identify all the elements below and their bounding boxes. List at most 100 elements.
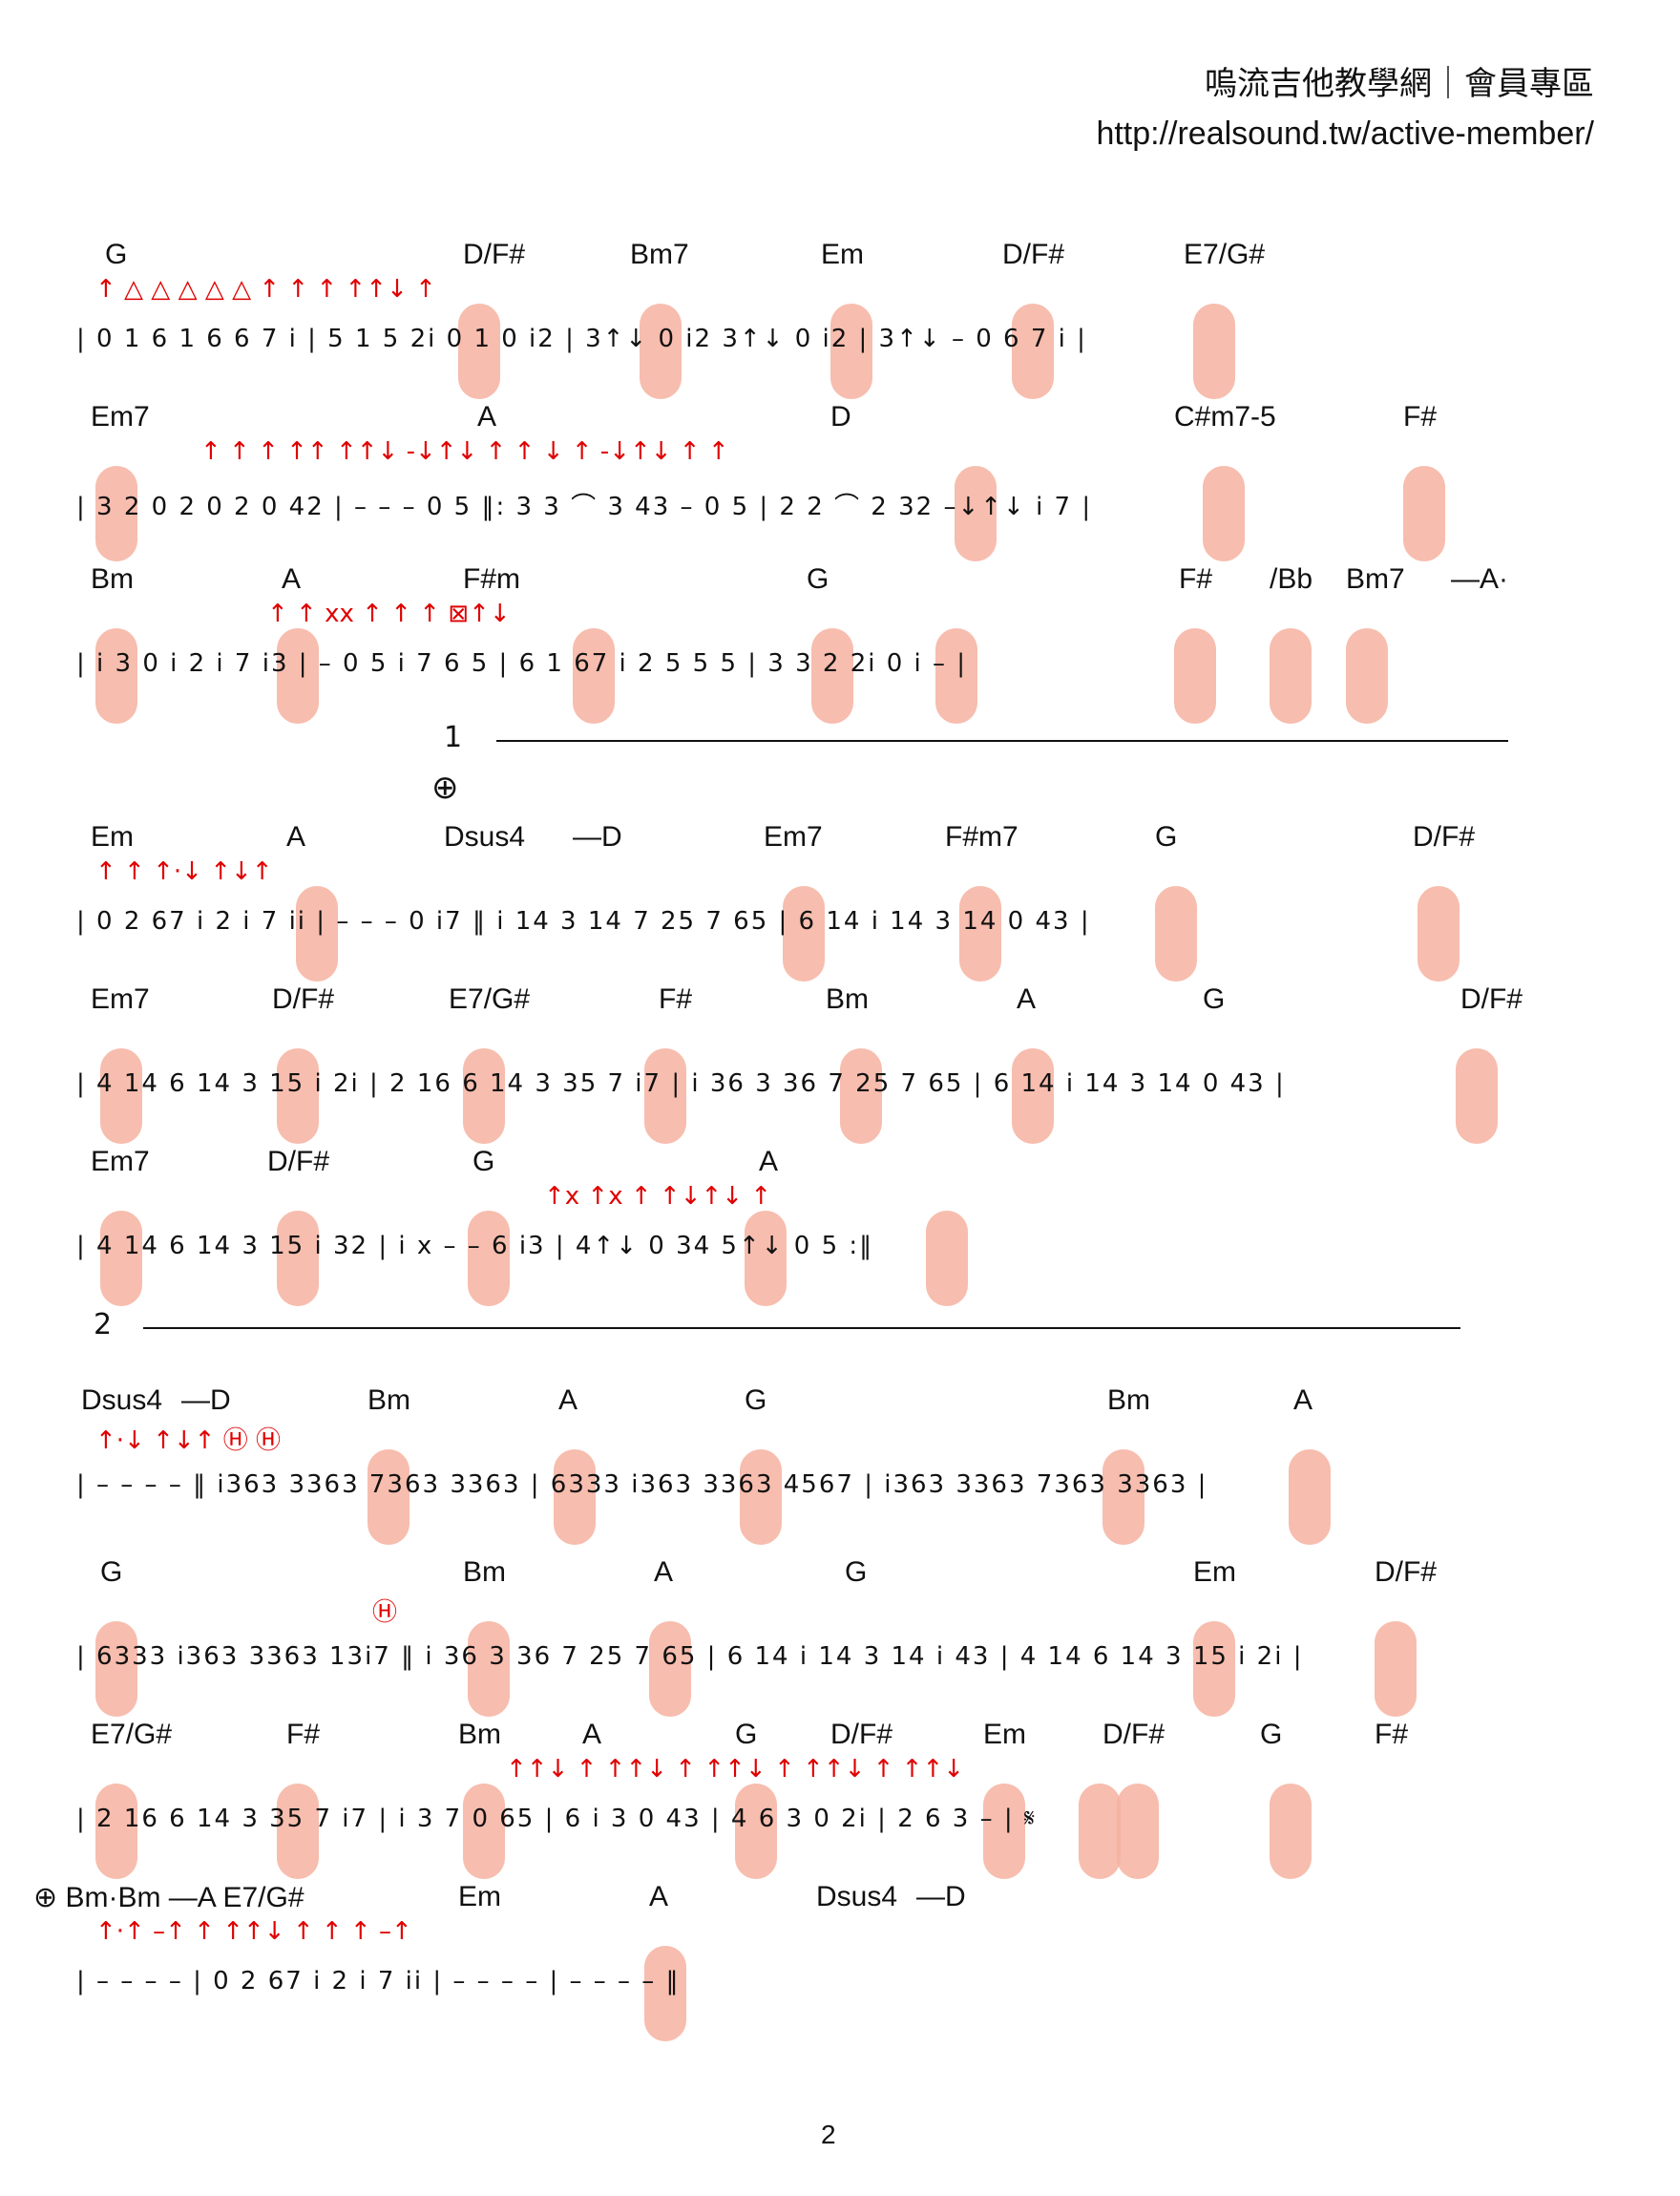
chord-symbol: A xyxy=(582,1719,602,1750)
highlight-marker xyxy=(277,1048,319,1144)
notation-row: ↑ △ △ △ △ △ ↑ ↑ ↑ ↑↑↓ ↑ | 0 1 6 1 6 6 7 … xyxy=(76,275,1604,399)
chord-symbol: D/F# xyxy=(1102,1719,1166,1750)
jianpu-notes: | 4 14 6 14 3 15 i 2i | 2 16 6 14 3 35 7… xyxy=(76,1069,1286,1098)
header-title: 嗚流吉他教學網｜會員專區 xyxy=(1205,65,1594,103)
staff-system: G Bm A G Em D/F# Ⓗ | 6333 i363 3363 13i7… xyxy=(76,1556,1604,1717)
strum-arrows: ↑ ↑ ↑·↓ ↑↓↑ xyxy=(95,857,273,886)
staff-system: ⊕ Bm·Bm —A E7/G# Em A Dsus4 —D ↑·↑ –↑ ↑ … xyxy=(33,1881,1604,2041)
highlight-marker xyxy=(1289,1449,1331,1545)
highlight-marker xyxy=(463,1784,505,1879)
chord-symbol: D/F# xyxy=(1375,1556,1438,1588)
chord-symbol: Dsus4 xyxy=(816,1881,898,1912)
notation-row: ↑ ↑ ↑ ↑↑ ↑↑↓ -↓↑↓ ↑ ↑ ↓ ↑ -↓↑↓ ↑ ↑ | 3 2… xyxy=(76,437,1604,561)
chord-symbol: G xyxy=(1155,821,1178,853)
chord-symbol: Bm xyxy=(368,1384,410,1416)
notation-row: ↑ ↑ ↑·↓ ↑↓↑ | 0 2 67 i 2 i 7 ii | – – – … xyxy=(76,857,1604,982)
highlight-marker xyxy=(1375,1621,1417,1717)
chord-row: G Bm A G Em D/F# xyxy=(76,1556,1604,1594)
chord-symbol: Em xyxy=(821,239,864,270)
highlight-marker xyxy=(735,1784,777,1879)
highlight-marker xyxy=(830,304,872,399)
jianpu-notes: | 2 16 6 14 3 35 7 i7 | i 3 7 0 65 | 6 i… xyxy=(76,1805,1038,1833)
highlight-marker xyxy=(95,1621,137,1717)
chord-row: E7/G# F# Bm A G D/F# Em D/F# G F# xyxy=(76,1719,1604,1757)
chord-symbol: /Bb xyxy=(1270,563,1313,595)
staff-system: Dsus4 —D Bm A G Bm A ↑·↓ ↑↓↑ Ⓗ Ⓗ | – – –… xyxy=(76,1384,1604,1545)
jianpu-notes: | i 3 0 i 2 i 7 i3 | – 0 5 i 7 6 5 | 6 1… xyxy=(76,649,968,678)
header-url[interactable]: http://realsound.tw/active-member/ xyxy=(1096,116,1594,152)
highlight-marker xyxy=(1270,628,1312,724)
notation-row: ↑x ↑x ↑ ↑↓↑↓ ↑ | 4 14 6 14 3 15 i 32 | i… xyxy=(76,1182,1604,1306)
chord-row: Em7 A D C#m7-5 F# xyxy=(76,401,1604,439)
chord-symbol: D/F# xyxy=(1002,239,1065,270)
chord-symbol: F# xyxy=(659,983,693,1015)
notation-row: ↑·↑ –↑ ↑ ↑↑↓ ↑ ↑ ↑ –↑ | – – – – | 0 2 67… xyxy=(76,1917,1604,2041)
highlight-marker xyxy=(644,1946,686,2041)
chord-symbol: Em xyxy=(1193,1556,1236,1588)
chord-symbol: G xyxy=(472,1146,495,1177)
highlight-marker xyxy=(745,1211,787,1306)
highlight-marker xyxy=(468,1621,510,1717)
highlight-marker xyxy=(573,628,615,724)
chord-symbol: G xyxy=(807,563,830,595)
highlight-marker xyxy=(1346,628,1388,724)
chord-symbol: A xyxy=(759,1146,779,1177)
chord-symbol: Bm xyxy=(1107,1384,1150,1416)
chord-symbol: Bm xyxy=(458,1719,501,1750)
ending-2-line xyxy=(143,1327,1460,1329)
chord-symbol: D/F# xyxy=(830,1719,893,1750)
chord-symbol: D/F# xyxy=(1460,983,1523,1015)
highlight-marker xyxy=(1117,1784,1159,1879)
chord-symbol: Bm7 xyxy=(630,239,689,270)
chord-symbol: F# xyxy=(286,1719,321,1750)
chord-symbol: F# xyxy=(1179,563,1213,595)
chord-symbol: G xyxy=(100,1556,123,1588)
page-header: 嗚流吉他教學網｜會員專區 http://realsound.tw/active-… xyxy=(1096,59,1594,158)
jianpu-notes: | – – – – ‖ i363 3363 7363 3363 | 6333 i… xyxy=(76,1470,1208,1499)
highlight-marker xyxy=(1174,628,1216,724)
notation-row: Ⓗ | 6333 i363 3363 13i7 ‖ i 36 3 36 7 25… xyxy=(76,1598,1604,1717)
chord-row: Em A Dsus4 —D Em7 F#m7 G D/F# xyxy=(76,821,1604,859)
highlight-marker xyxy=(740,1449,782,1545)
notation-row: | 4 14 6 14 3 15 i 2i | 2 16 6 14 3 35 7… xyxy=(76,1048,1604,1144)
chord-symbol: A xyxy=(282,563,302,595)
highlight-marker xyxy=(368,1449,410,1545)
chord-symbol: —D xyxy=(573,821,622,853)
highlight-marker xyxy=(1079,1784,1121,1879)
chord-symbol: ⊕ Bm·Bm —A E7/G# xyxy=(33,1882,304,1913)
chord-symbol: D/F# xyxy=(1413,821,1476,853)
chord-symbol: Bm xyxy=(826,983,869,1015)
highlight-marker xyxy=(1155,886,1197,982)
highlight-marker xyxy=(983,1784,1025,1879)
chord-symbol: F# xyxy=(1375,1719,1409,1750)
jianpu-notes: | 3 2 0 2 0 2 0 42 | – – – 0 5 ‖: 3 3 ⌒ … xyxy=(76,493,1093,521)
chord-symbol: E7/G# xyxy=(91,1719,173,1750)
strum-arrows: ↑ ↑ xx ↑ ↑ ↑ ⊠↑↓ xyxy=(267,600,511,628)
ending-1-label: 1 xyxy=(444,721,463,754)
chord-symbol: D/F# xyxy=(272,983,335,1015)
chord-row: G D/F# Bm7 Em D/F# E7/G# xyxy=(76,239,1604,277)
highlight-marker xyxy=(296,886,338,982)
chord-symbol: G xyxy=(105,239,128,270)
chord-symbol: Dsus4 xyxy=(81,1384,163,1416)
notation-row: ↑↑↓ ↑ ↑↑↓ ↑ ↑↑↓ ↑ ↑↑↓ ↑ ↑↑↓ | 2 16 6 14 … xyxy=(76,1755,1604,1879)
chord-symbol: Em xyxy=(91,821,134,853)
chord-symbol: C#m7-5 xyxy=(1174,401,1276,433)
highlight-marker xyxy=(1012,304,1054,399)
highlight-marker xyxy=(1418,886,1460,982)
highlight-marker xyxy=(926,1211,968,1306)
chord-symbol: Em7 xyxy=(764,821,823,853)
chord-symbol: Em7 xyxy=(91,983,150,1015)
chord-symbol: A xyxy=(1017,983,1037,1015)
chord-symbol: Bm xyxy=(463,1556,506,1588)
staff-system: Em7 D/F# E7/G# F# Bm A G D/F# | 4 14 6 1… xyxy=(76,983,1604,1144)
chord-symbol: Em7 xyxy=(91,1146,150,1177)
chord-row: Em7 D/F# E7/G# F# Bm A G D/F# xyxy=(76,983,1604,1022)
highlight-marker xyxy=(783,886,825,982)
chord-row: Bm A F#m G F# /Bb Bm7 —A· xyxy=(76,563,1604,602)
highlight-marker xyxy=(935,628,977,724)
chord-symbol: Em xyxy=(458,1881,501,1912)
highlight-marker xyxy=(640,304,682,399)
highlight-marker xyxy=(277,1211,319,1306)
highlight-marker xyxy=(468,1211,510,1306)
